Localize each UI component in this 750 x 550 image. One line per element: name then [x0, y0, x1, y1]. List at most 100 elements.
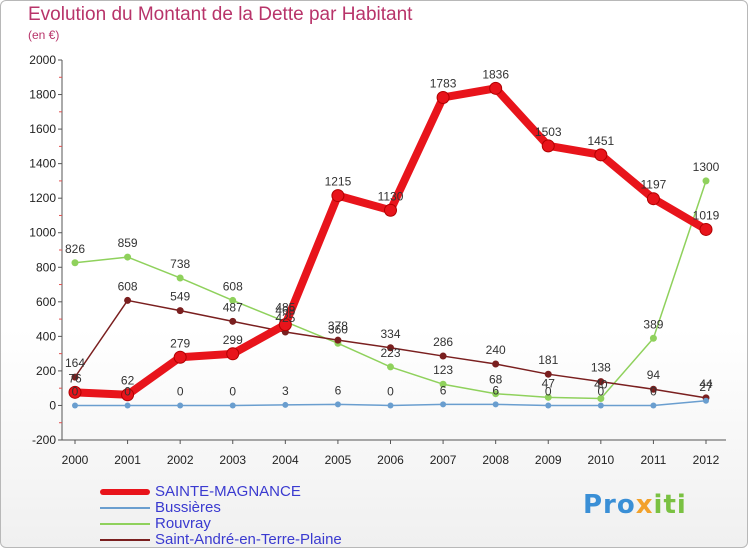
x-tick-label: 2005 [325, 453, 352, 467]
data-point [121, 388, 135, 402]
data-point [124, 402, 131, 409]
data-label: 468 [275, 304, 295, 318]
x-tick-label: 2011 [641, 453, 667, 467]
data-point [492, 360, 500, 368]
x-tick-label: 2010 [587, 453, 614, 467]
data-point [282, 401, 289, 408]
data-point [544, 370, 552, 378]
y-tick-label: 600 [36, 295, 56, 309]
data-label: 0 [387, 384, 394, 398]
legend-label: Saint-André-en-Terre-Plaine [155, 531, 342, 548]
y-tick-label: 1200 [29, 191, 56, 205]
data-point [649, 334, 657, 342]
data-label: 0 [72, 384, 79, 398]
x-tick-label: 2002 [167, 453, 194, 467]
data-label: 0 [650, 384, 657, 398]
data-label: 1130 [378, 189, 404, 203]
data-label: 738 [170, 257, 190, 271]
data-point [226, 347, 240, 361]
data-label: 279 [170, 336, 190, 350]
data-label: 0 [124, 384, 131, 398]
data-point [646, 192, 660, 206]
data-label: 1836 [482, 67, 509, 81]
legend-swatch [100, 507, 150, 509]
data-label: 1300 [693, 160, 720, 174]
data-point [387, 344, 394, 352]
data-label: 123 [433, 363, 453, 377]
y-tick-label: 1000 [29, 226, 56, 240]
legend-swatch [100, 489, 150, 495]
data-label: 0 [597, 384, 604, 398]
x-tick-label: 2003 [219, 453, 246, 467]
data-point [229, 402, 236, 409]
data-label: 286 [433, 335, 453, 349]
data-point [650, 402, 657, 409]
legend-swatch [100, 523, 150, 525]
data-point [545, 402, 552, 409]
x-tick-label: 2006 [377, 453, 404, 467]
data-point [68, 385, 82, 399]
y-tick-label: 0 [49, 398, 56, 412]
data-label: 1783 [430, 76, 457, 90]
data-point [334, 401, 341, 408]
x-tick-label: 2007 [430, 453, 457, 467]
data-label: 76 [68, 371, 82, 385]
data-point [649, 385, 657, 393]
legend-label: Rouvray [155, 515, 211, 532]
data-point [544, 393, 552, 401]
data-label: 485 [275, 301, 295, 315]
data-point [71, 373, 79, 381]
data-point [334, 336, 342, 344]
data-label: 1215 [325, 175, 352, 189]
data-label: 6 [335, 383, 342, 397]
y-tick-label: 1600 [29, 122, 56, 136]
data-label: 0 [229, 384, 236, 398]
x-tick-label: 2000 [62, 453, 89, 467]
data-label: 549 [170, 290, 190, 304]
y-tick-label: -200 [32, 433, 56, 447]
data-point [702, 177, 710, 185]
data-point [387, 402, 394, 409]
x-tick-label: 2008 [482, 453, 509, 467]
data-label: 27 [699, 380, 713, 394]
data-label: 6 [492, 383, 499, 397]
data-label: 1019 [693, 208, 720, 222]
data-point [492, 401, 499, 408]
data-label: 425 [275, 311, 295, 325]
data-label: 1451 [587, 134, 614, 148]
data-point [439, 352, 447, 360]
data-point [384, 203, 397, 217]
data-label: 859 [118, 236, 138, 250]
chart-title: Evolution du Montant de la Dette par Hab… [28, 4, 413, 25]
data-point [597, 402, 604, 409]
data-point [597, 378, 605, 386]
data-point [176, 274, 184, 282]
x-tick-label: 2012 [693, 453, 720, 467]
data-point [177, 402, 184, 409]
data-label: 608 [118, 279, 138, 293]
data-label: 487 [223, 300, 243, 314]
data-label: 6 [440, 383, 447, 397]
data-label: 826 [65, 242, 85, 256]
data-point [229, 317, 237, 325]
data-label: 40 [594, 378, 608, 392]
y-tick-label: 200 [36, 364, 56, 378]
y-tick-label: 800 [36, 260, 56, 274]
data-point [176, 307, 184, 315]
legend-label: SAINTE-MAGNANCE [155, 483, 301, 500]
data-label: 62 [121, 374, 135, 388]
data-point [703, 397, 709, 404]
data-label: 608 [223, 279, 243, 293]
data-label: 68 [489, 373, 503, 387]
y-tick-label: 400 [36, 329, 56, 343]
data-label: 334 [380, 327, 400, 341]
data-label: 3 [282, 384, 289, 398]
x-tick-label: 2009 [535, 453, 562, 467]
y-tick-label: 1400 [29, 157, 56, 171]
data-point [72, 402, 78, 409]
data-point [440, 401, 447, 408]
data-label: 1503 [535, 125, 562, 139]
y-tick-label: 1800 [29, 88, 56, 102]
data-label: 389 [643, 317, 663, 331]
